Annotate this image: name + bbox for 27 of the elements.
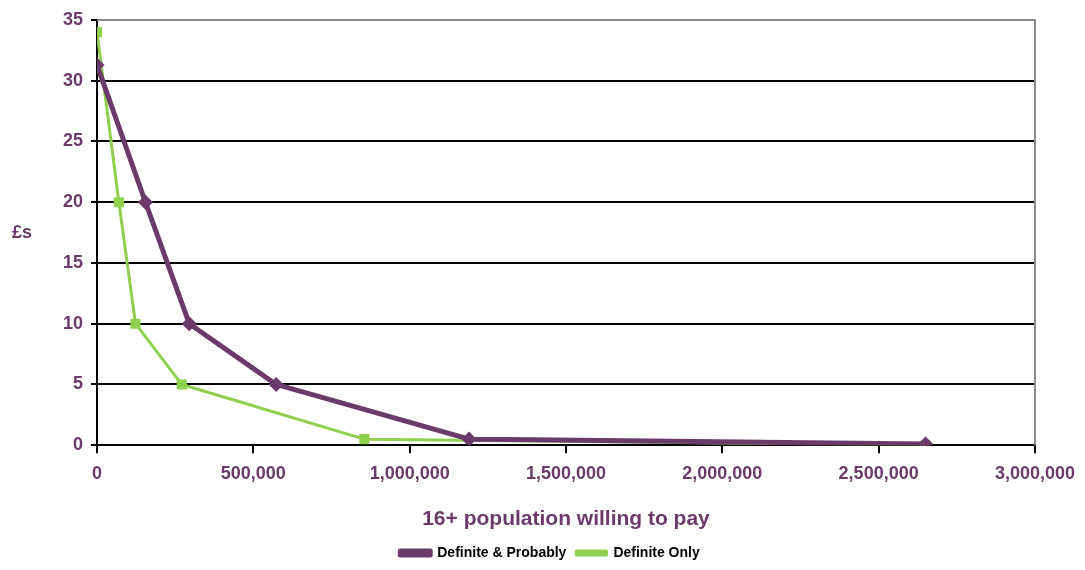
y-axis-title: £s: [12, 221, 33, 242]
legend-label: Definite & Probably: [437, 543, 567, 560]
x-axis-title: 16+ population willing to pay: [422, 506, 711, 530]
y-tick-label: 5: [73, 373, 84, 394]
x-tick-label: 500,000: [220, 462, 286, 483]
point: [269, 377, 283, 391]
point: [113, 197, 124, 208]
x-tick-label: 2,500,000: [838, 462, 919, 483]
point: [138, 195, 152, 209]
y-tick-label: 10: [62, 312, 84, 333]
y-tick-label: 35: [62, 8, 84, 29]
x-tick-label: 1,000,000: [369, 462, 450, 483]
x-tick-label: 1,500,000: [525, 462, 607, 483]
point: [359, 434, 370, 445]
y-tick-label: 0: [73, 434, 84, 455]
y-tick-label: 30: [62, 69, 84, 90]
legend-label: Definite Only: [613, 543, 700, 560]
x-tick-label: 0: [92, 462, 103, 483]
point: [130, 318, 141, 329]
point: [182, 317, 196, 331]
x-tick-label: 3,000,000: [994, 462, 1075, 483]
x-tick-label: 2,000,000: [682, 462, 763, 483]
point: [462, 432, 476, 446]
y-tick-label: 25: [62, 130, 84, 151]
point: [176, 379, 187, 390]
y-tick-label: 20: [62, 191, 84, 212]
y-tick-label: 15: [62, 251, 84, 272]
